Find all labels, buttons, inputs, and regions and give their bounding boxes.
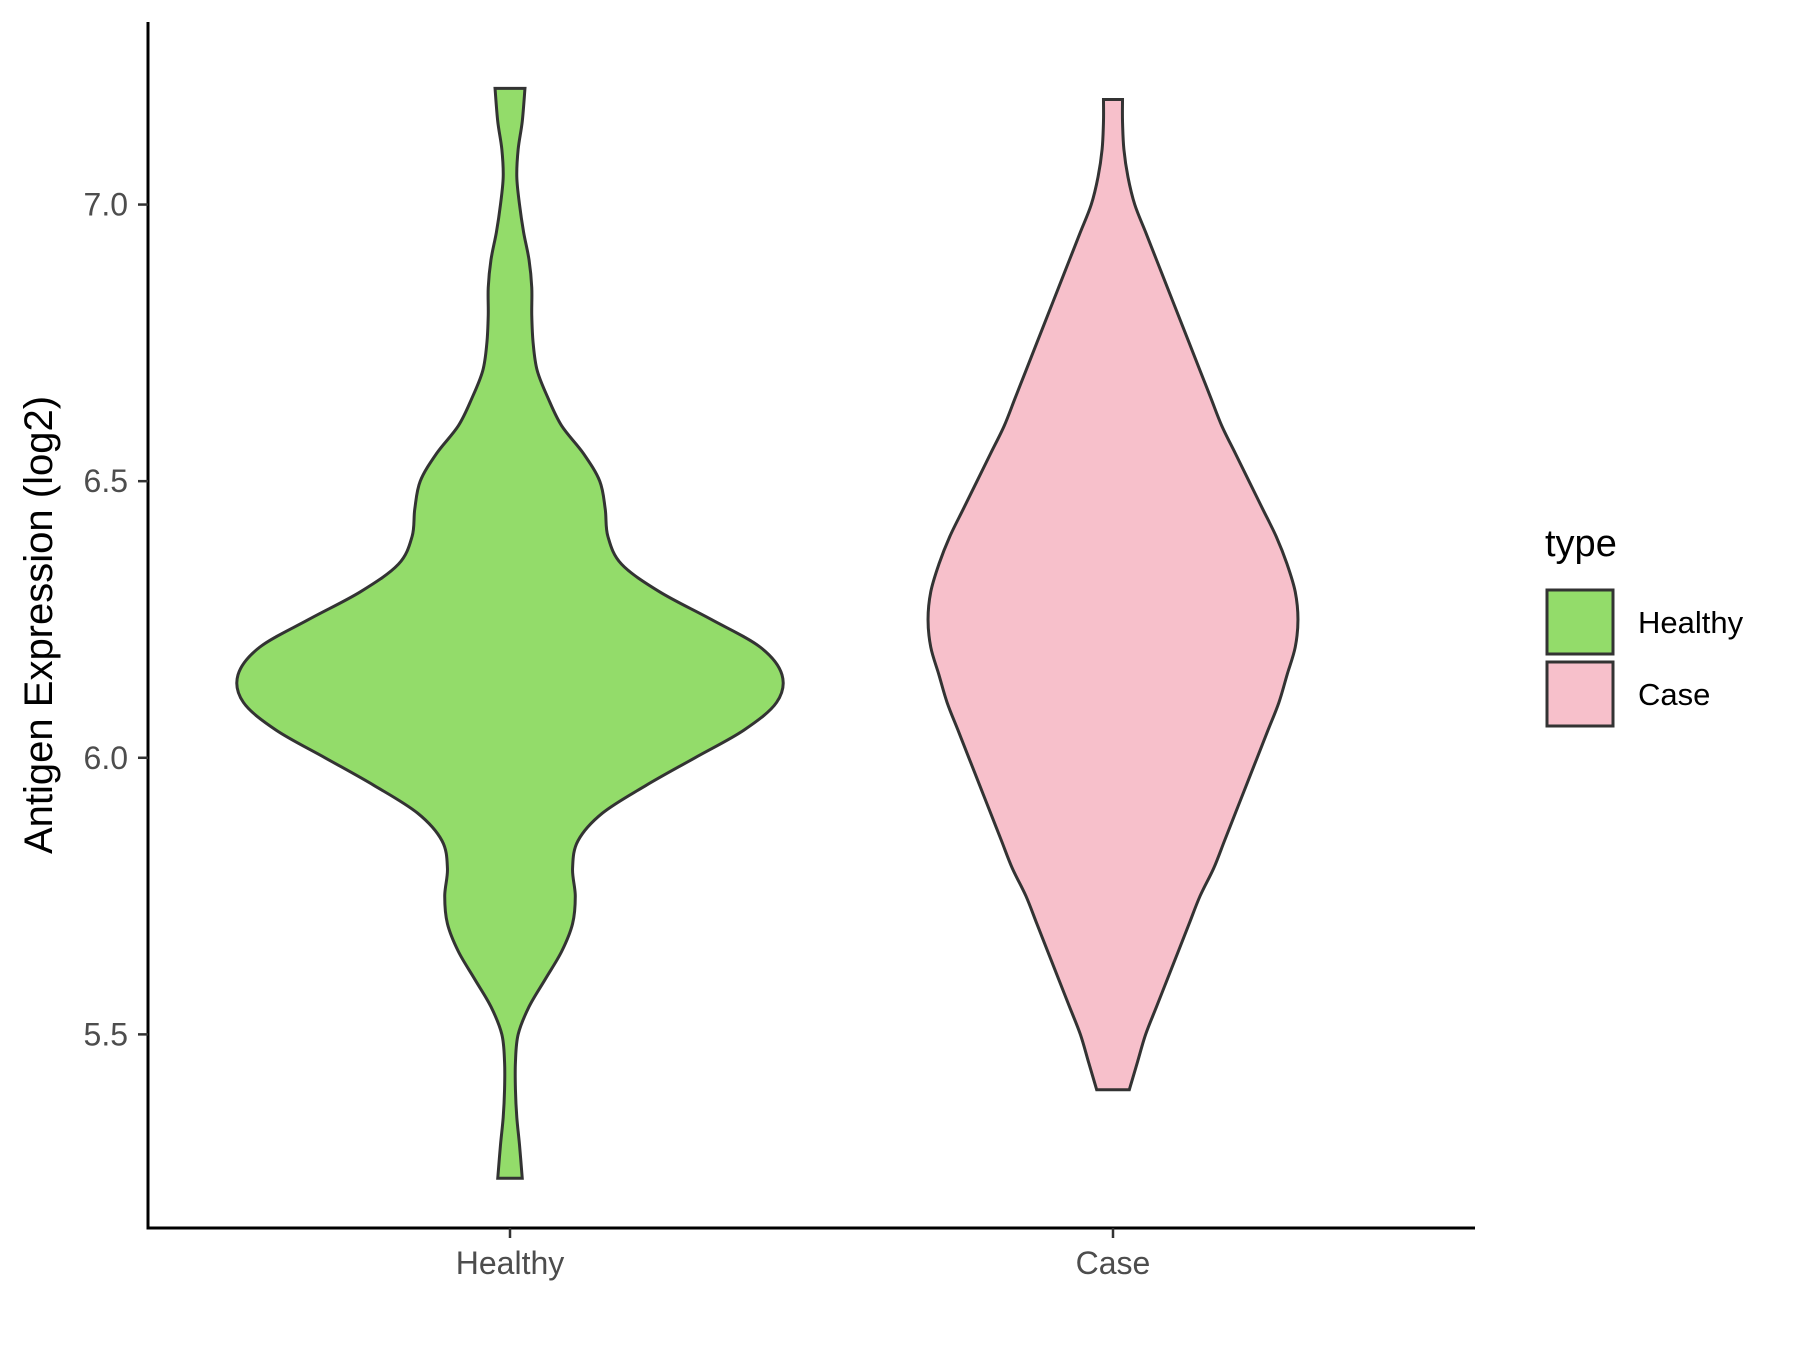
- x-tick-label: Healthy: [456, 1245, 565, 1281]
- y-tick-label: 6.0: [84, 740, 128, 776]
- violin-case: [926, 97, 1300, 1092]
- x-tick-label: Case: [1076, 1245, 1151, 1281]
- legend-label-healthy: Healthy: [1638, 605, 1744, 640]
- legend-title: type: [1545, 523, 1617, 565]
- y-axis-ticks: 5.5 6.0 6.5 7.0: [84, 187, 148, 1052]
- x-axis-ticks: Healthy Case: [456, 1228, 1151, 1281]
- violin-layer: [235, 86, 1300, 1180]
- y-tick-label: 6.5: [84, 463, 128, 499]
- y-tick-label: 5.5: [84, 1016, 128, 1052]
- violin-healthy: [235, 86, 785, 1180]
- plot-area: 5.5 6.0 6.5 7.0 Healthy Case Antigen Express…: [17, 22, 1475, 1281]
- legend-key-healthy: [1545, 588, 1615, 656]
- legend-label-case: Case: [1638, 677, 1710, 712]
- y-axis-title: Antigen Expression (log2): [17, 396, 61, 854]
- y-tick-label: 7.0: [84, 187, 128, 223]
- legend-entries: Healthy Case: [1545, 588, 1744, 728]
- legend-key-case: [1545, 660, 1615, 728]
- legend: type Healthy Case: [1545, 523, 1744, 728]
